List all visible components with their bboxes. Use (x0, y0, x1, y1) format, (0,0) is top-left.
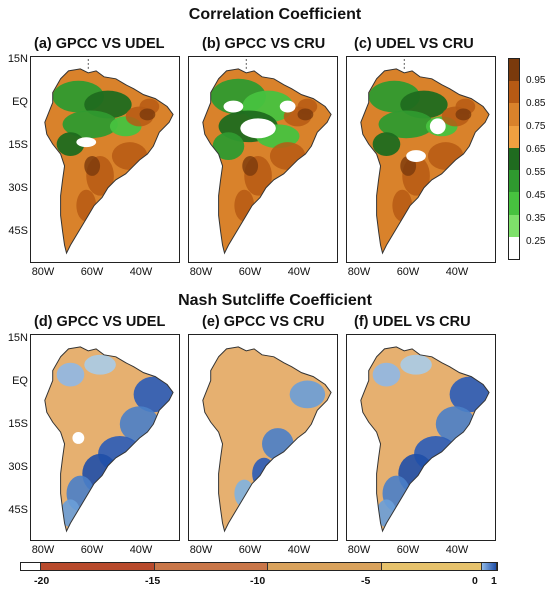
map-panel-c (346, 56, 496, 263)
colorbar-label-085: 0.85 (526, 98, 546, 109)
colorbar-label-075: 0.75 (526, 121, 546, 132)
lon-label-40w: 40W (445, 266, 469, 278)
nash-label-0: 0 (472, 575, 478, 587)
colorbar-label-045: 0.45 (526, 190, 546, 201)
colorbar-swatch (509, 214, 519, 237)
lat-label-30s: 30S (8, 461, 28, 473)
lon-label-60w: 60W (80, 544, 104, 556)
map-panel-b (188, 56, 338, 263)
map-b (202, 58, 332, 255)
nash-title: Nash Sutcliffe Coefficient (178, 292, 372, 309)
lat-label-30s: 30S (8, 182, 28, 194)
map-f (360, 346, 490, 533)
panel-e-title: (e) GPCC VS CRU (202, 314, 325, 330)
nash-label-1: 1 (491, 575, 497, 587)
map-panel-f (346, 334, 496, 541)
panel-c-title: (c) UDEL VS CRU (354, 36, 474, 52)
lon-label-80w: 80W (347, 544, 371, 556)
lat-label-45s: 45S (8, 225, 28, 237)
nash-swatch (154, 563, 269, 570)
lon-label-80w: 80W (31, 544, 55, 556)
map-c (360, 58, 490, 255)
lon-label-60w: 60W (396, 544, 420, 556)
colorbar-label-035: 0.35 (526, 213, 546, 224)
map-panel-d (30, 334, 180, 541)
lat-label-15s: 15S (8, 418, 28, 430)
colorbar-swatch (509, 81, 519, 104)
nash-swatch (21, 563, 41, 570)
nash-label-m5: -5 (361, 575, 371, 587)
nash-label-m10: -10 (250, 575, 266, 587)
colorbar-swatch (509, 125, 519, 148)
map-panel-a (30, 56, 180, 263)
map-panel-e (188, 334, 338, 541)
nash-swatch (382, 563, 482, 570)
colorbar-swatch (509, 170, 519, 193)
panel-b-title: (b) GPCC VS CRU (202, 36, 326, 52)
nash-swatch (268, 563, 383, 570)
lon-label-80w: 80W (189, 544, 213, 556)
nash-label-m15: -15 (145, 575, 161, 587)
lon-label-40w: 40W (445, 544, 469, 556)
lon-label-80w: 80W (189, 266, 213, 278)
map-a (44, 58, 174, 255)
lon-label-60w: 60W (238, 266, 262, 278)
colorbar-swatch (509, 236, 519, 259)
colorbar-label-095: 0.95 (526, 75, 546, 86)
lat-label-15n: 15N (7, 53, 28, 65)
panel-d-title: (d) GPCC VS UDEL (34, 314, 166, 330)
nash-label-m20: -20 (34, 575, 50, 587)
colorbar-swatch (509, 103, 519, 126)
colorbar-swatch (509, 59, 519, 82)
lat-label-15n: 15N (7, 332, 28, 344)
nash-swatch (40, 563, 155, 570)
lat-label-15s: 15S (8, 139, 28, 151)
map-e (202, 346, 332, 533)
nash-swatch (481, 563, 498, 570)
correlation-title: Correlation Coefficient (188, 6, 362, 23)
lat-label-eq: EQ (12, 375, 28, 387)
colorbar-label-025: 0.25 (526, 236, 546, 247)
lon-label-40w: 40W (129, 544, 153, 556)
panel-a-title: (a) GPCC VS UDEL (34, 36, 165, 52)
colorbar-swatch (509, 192, 519, 215)
lon-label-60w: 60W (396, 266, 420, 278)
panel-f-title: (f) UDEL VS CRU (354, 314, 471, 330)
lon-label-80w: 80W (31, 266, 55, 278)
map-d (44, 346, 174, 533)
lat-label-45s: 45S (8, 504, 28, 516)
lon-label-40w: 40W (287, 544, 311, 556)
nash-colorbar (20, 562, 498, 571)
colorbar-label-065: 0.65 (526, 144, 546, 155)
lon-label-60w: 60W (80, 266, 104, 278)
lon-label-40w: 40W (287, 266, 311, 278)
lon-label-60w: 60W (238, 544, 262, 556)
lat-label-eq: EQ (12, 96, 28, 108)
lon-label-80w: 80W (347, 266, 371, 278)
correlation-colorbar (508, 58, 520, 260)
lon-label-40w: 40W (129, 266, 153, 278)
colorbar-label-055: 0.55 (526, 167, 546, 178)
colorbar-swatch (509, 147, 519, 171)
